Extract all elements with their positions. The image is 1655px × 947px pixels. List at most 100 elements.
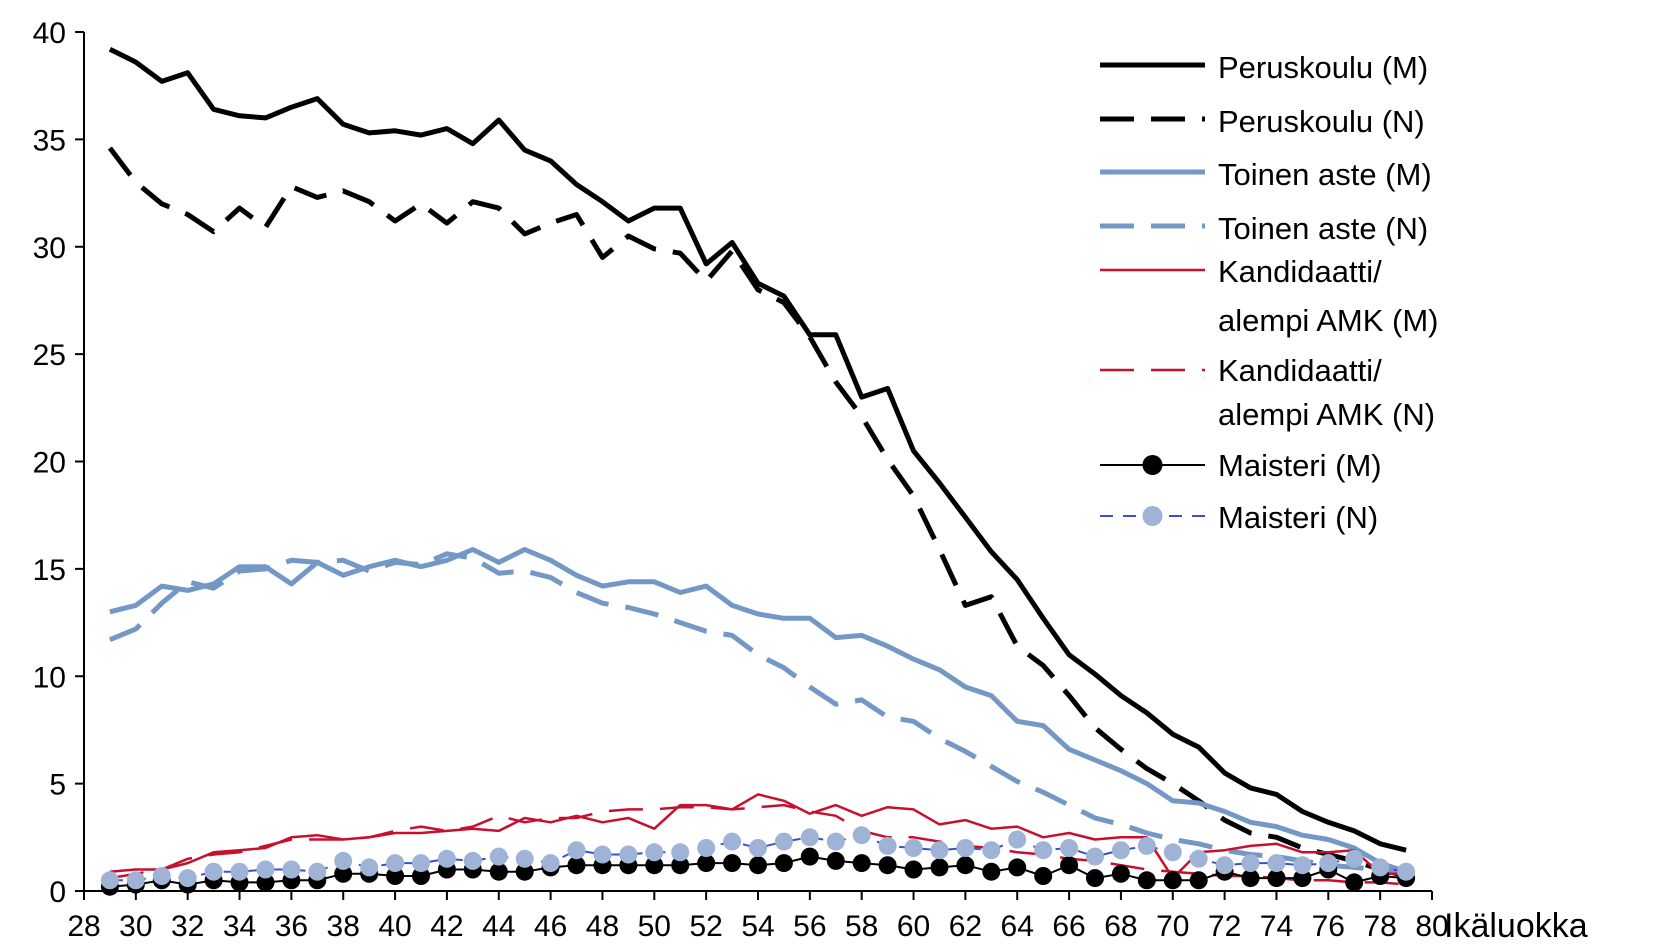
data-point <box>982 862 1001 881</box>
data-point <box>930 858 949 877</box>
legend-marker <box>1142 506 1163 526</box>
data-point <box>1397 862 1416 881</box>
legend-label-line: Peruskoulu (N) <box>1218 104 1425 139</box>
data-point <box>1293 869 1312 888</box>
data-point <box>567 841 586 860</box>
series-line <box>109 803 1407 886</box>
legend-label: Kandidaatti/alempi AMK (M) <box>1218 254 1438 338</box>
y-tick-label: 35 <box>33 124 66 157</box>
x-tick-label: 66 <box>1052 910 1085 943</box>
data-point <box>515 862 534 881</box>
data-point <box>282 860 301 879</box>
legend-item-7: Maisteri (N) <box>1100 500 1378 535</box>
series-5 <box>109 803 1407 886</box>
series-line <box>108 551 1407 877</box>
x-tick-label: 60 <box>897 910 930 943</box>
series-line <box>107 146 1407 879</box>
data-point <box>1060 839 1079 857</box>
series-2 <box>109 547 1407 875</box>
y-tick-label: 40 <box>33 17 66 50</box>
data-point <box>852 826 871 845</box>
x-tick-label: 38 <box>327 910 360 943</box>
data-point <box>386 867 405 885</box>
x-tick-label: 48 <box>586 910 619 943</box>
legend-label-line: Peruskoulu (M) <box>1218 50 1428 85</box>
y-tick-label: 10 <box>33 661 66 694</box>
data-point <box>1215 856 1234 875</box>
data-point <box>956 839 975 857</box>
legend-label-line: Kandidaatti/ <box>1218 254 1382 289</box>
legend-label-line: Maisteri (N) <box>1218 500 1378 535</box>
legend-label-line: Toinen aste (N) <box>1218 211 1428 246</box>
data-point <box>152 867 171 885</box>
data-point <box>256 873 275 892</box>
data-point <box>904 860 923 879</box>
data-point <box>1293 856 1312 875</box>
legend-item-3: Toinen aste (N) <box>1100 211 1428 246</box>
x-tick-label: 56 <box>793 910 826 943</box>
legend-label: Peruskoulu (N) <box>1218 104 1425 139</box>
data-point <box>930 841 949 860</box>
x-tick-label: 30 <box>119 910 152 943</box>
x-tick-label: 32 <box>171 910 204 943</box>
data-point <box>230 862 249 881</box>
data-point <box>1111 841 1130 860</box>
data-point <box>567 856 586 875</box>
y-tick-label: 15 <box>33 554 66 587</box>
x-tick-label: 42 <box>430 910 463 943</box>
legend-label-line: alempi AMK (N) <box>1218 397 1435 432</box>
data-point <box>1111 864 1130 883</box>
legend-label-line: alempi AMK (M) <box>1218 303 1438 338</box>
series-0 <box>108 46 1407 853</box>
data-point <box>671 856 690 875</box>
data-point <box>749 839 767 857</box>
data-point <box>904 839 923 857</box>
x-tick-label: 58 <box>845 910 878 943</box>
data-point <box>697 854 716 873</box>
data-point <box>723 854 742 873</box>
data-point <box>1371 858 1390 877</box>
data-point <box>1319 854 1338 873</box>
y-tick-label: 5 <box>49 769 66 802</box>
data-point <box>334 851 353 870</box>
legend-marker <box>1142 455 1163 475</box>
data-point <box>619 845 638 864</box>
legend-label: Maisteri (N) <box>1218 500 1378 535</box>
series-7 <box>100 826 1416 890</box>
axes: 0 5 10 15 20 25 30 35 40 28 30 32 34 36 38 40 42 44 46 48 50… <box>33 17 1588 945</box>
data-point <box>412 867 430 885</box>
data-point <box>1345 849 1364 868</box>
data-point <box>1008 830 1027 849</box>
series-line <box>108 46 1407 853</box>
data-point <box>515 849 534 868</box>
legend-label-line: Toinen aste (M) <box>1218 157 1432 192</box>
data-point <box>645 843 664 862</box>
legend-item-6: Maisteri (M) <box>1100 448 1382 483</box>
data-point <box>437 849 456 868</box>
data-point <box>126 871 145 890</box>
series-1 <box>107 146 1407 879</box>
legend-item-4: Kandidaatti/alempi AMK (M) <box>1100 254 1438 338</box>
data-point <box>1267 869 1286 888</box>
data-point <box>956 856 975 875</box>
data-point <box>489 862 508 881</box>
data-point <box>1086 847 1104 866</box>
data-point <box>878 856 897 875</box>
data-point <box>1008 858 1027 877</box>
legend-item-0: Peruskoulu (M) <box>1100 50 1428 85</box>
x-tick-label: 46 <box>534 910 567 943</box>
x-tick-label: 64 <box>1001 910 1034 943</box>
data-point <box>463 851 482 870</box>
data-point <box>645 856 664 875</box>
data-point <box>1267 854 1286 873</box>
data-point <box>774 854 793 873</box>
data-point <box>774 832 793 851</box>
x-tick-label: 52 <box>689 910 722 943</box>
data-point <box>1345 873 1364 892</box>
data-point <box>800 828 819 847</box>
data-point <box>826 832 845 851</box>
legend-label-line: Kandidaatti/ <box>1218 353 1382 388</box>
data-point <box>800 847 819 866</box>
x-tick-label: 62 <box>949 910 982 943</box>
